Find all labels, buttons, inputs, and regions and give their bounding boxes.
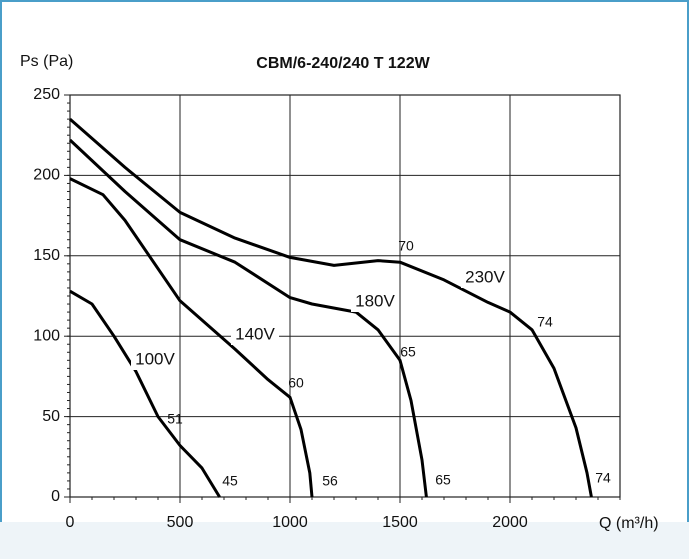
noise-level: 74: [595, 470, 611, 486]
x-tick-label: 0: [66, 514, 75, 531]
series-label: 180V: [355, 291, 395, 310]
x-tick-label: 2000: [492, 514, 528, 531]
footer-band: [0, 522, 689, 559]
y-axis-label: Ps (Pa): [20, 53, 73, 70]
x-tick-label: 1500: [382, 514, 418, 531]
series-label: 230V: [465, 267, 505, 286]
noise-level: 45: [222, 473, 238, 489]
noise-level: 70: [398, 238, 414, 254]
x-axis-label: Q (m³/h): [599, 515, 659, 532]
label-bg: [461, 268, 509, 288]
noise-level: 60: [288, 375, 304, 391]
y-tick-label: 200: [33, 167, 60, 184]
label-bg: [231, 325, 279, 345]
noise-level: 56: [322, 473, 338, 489]
series-label: 140V: [235, 324, 275, 343]
noise-level: 65: [400, 344, 416, 360]
y-tick-label: 50: [42, 408, 60, 425]
chart-title: CBM/6-240/240 T 122W: [256, 55, 430, 72]
label-bg: [131, 350, 179, 370]
fan-curve: [69, 117, 593, 498]
label-bg: [351, 292, 399, 312]
series-label: 100V: [135, 349, 175, 368]
y-tick-label: 150: [33, 247, 60, 264]
noise-level: 74: [537, 314, 553, 330]
fan-curve: [68, 138, 428, 498]
y-tick-label: 0: [51, 488, 60, 505]
noise-level: 51: [167, 411, 183, 427]
fan-curve: [69, 289, 221, 498]
fan-curve: [69, 177, 314, 498]
y-tick-label: 250: [33, 86, 60, 103]
noise-level: 65: [435, 472, 451, 488]
y-tick-label: 100: [33, 327, 60, 344]
x-tick-label: 1000: [272, 514, 308, 531]
x-tick-label: 500: [167, 514, 194, 531]
